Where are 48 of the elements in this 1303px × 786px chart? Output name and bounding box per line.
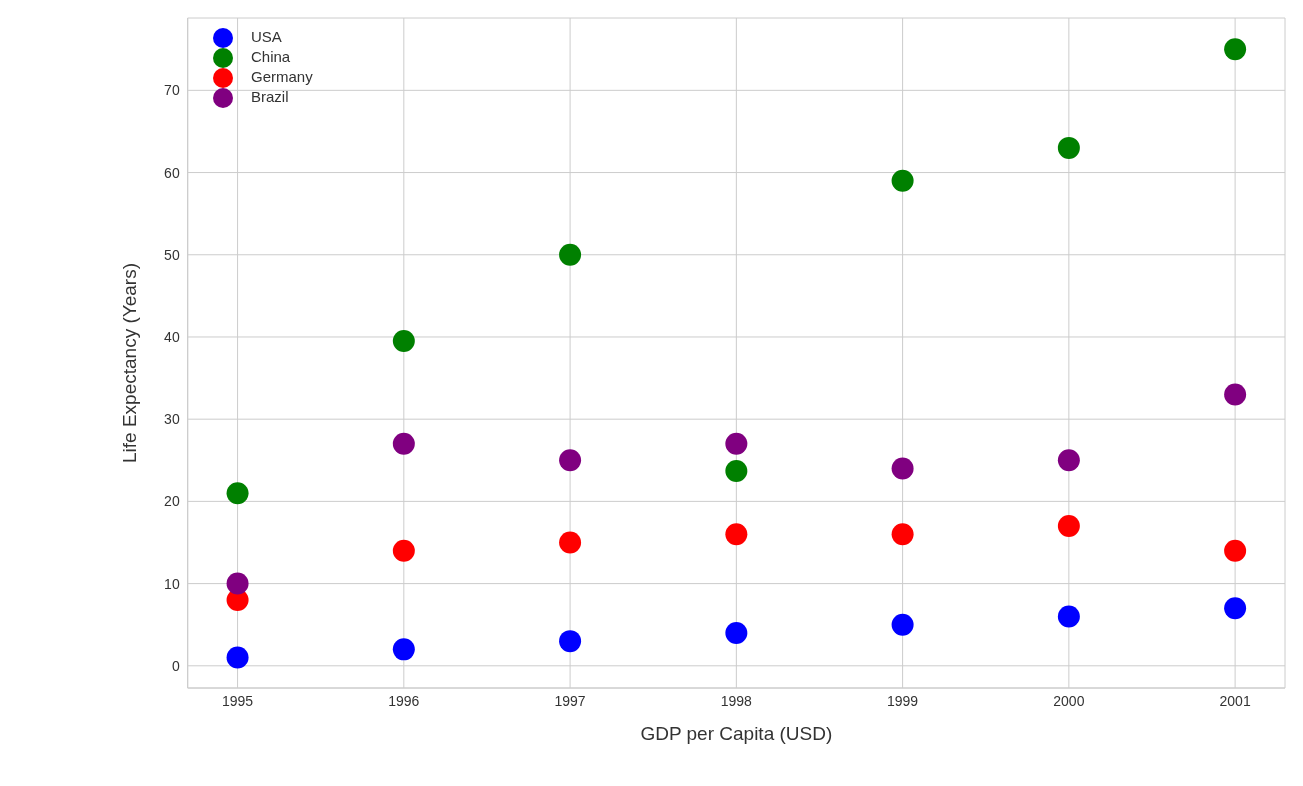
legend-label: Germany [251,68,313,86]
point [392,330,415,353]
point [392,539,415,562]
point [559,630,582,653]
point [1057,605,1080,628]
point [226,482,249,505]
point [725,523,748,546]
y-tick-label: 10 [164,575,180,592]
point [392,432,415,455]
point [1224,38,1247,61]
y-tick-label: 30 [164,411,180,428]
x-tick-label: 1997 [554,692,586,709]
legend-label: USA [251,28,282,45]
x-tick-label: 2001 [1219,692,1251,709]
point [559,449,582,472]
point [1224,597,1247,620]
y-tick-label: 20 [164,493,180,510]
point [1224,383,1247,406]
y-tick-label: 50 [164,246,180,263]
point [725,459,748,482]
legend-label: Brazil [251,88,289,106]
point [559,243,582,266]
point [1224,539,1247,562]
point [891,523,914,546]
point [1057,449,1080,472]
x-tick-label: 1995 [221,692,254,709]
point [559,531,582,554]
point [891,457,914,480]
y-axis-title: Life Expectancy (Years) [119,263,141,463]
y-tick-label: 40 [164,328,180,345]
point [226,646,249,669]
x-tick-label: 1996 [388,692,420,709]
point [1057,515,1080,538]
point [891,169,914,192]
x-tick-label: 1999 [887,692,919,709]
legend-label: China [251,48,291,66]
y-tick-label: 0 [171,657,180,674]
x-tick-label: 2000 [1053,692,1085,709]
point [392,638,415,661]
point [1057,136,1080,159]
point [725,432,748,455]
y-tick-label: 60 [164,164,180,181]
y-tick-label: 70 [164,82,180,99]
point [891,613,914,636]
x-axis-title: GDP per Capita (USD) [640,723,833,744]
point [226,572,249,595]
x-tick-label: 1998 [720,692,753,709]
point [725,621,748,644]
